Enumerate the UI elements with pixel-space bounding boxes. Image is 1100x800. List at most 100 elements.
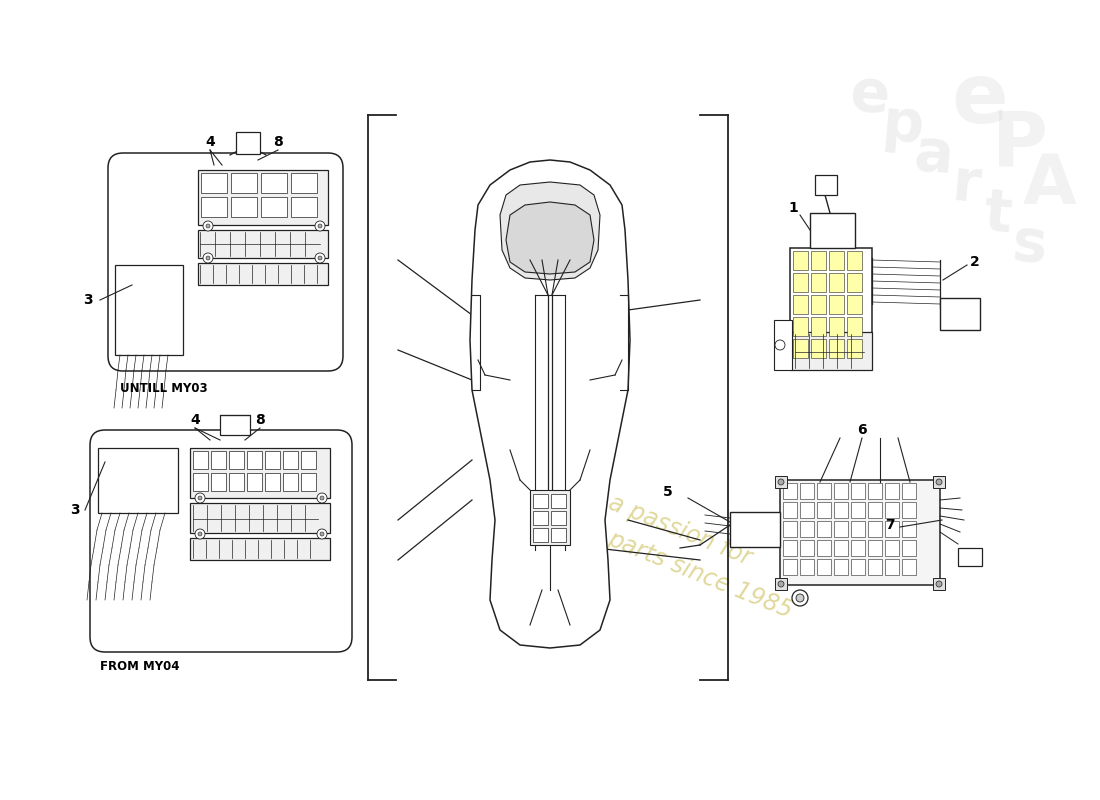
Text: parts since 1985: parts since 1985 — [604, 527, 796, 623]
Bar — [116, 265, 183, 355]
Bar — [793, 317, 808, 336]
Bar — [793, 339, 808, 358]
Bar — [783, 559, 798, 575]
Bar — [829, 317, 844, 336]
Circle shape — [778, 581, 784, 587]
Bar — [902, 540, 916, 556]
PathPatch shape — [470, 160, 630, 648]
Bar — [292, 197, 317, 217]
Circle shape — [318, 256, 322, 260]
Circle shape — [315, 253, 324, 263]
Bar — [190, 538, 330, 560]
Bar — [817, 483, 830, 499]
Bar — [800, 502, 814, 518]
Bar — [811, 273, 826, 292]
Bar — [851, 502, 865, 518]
Bar — [810, 213, 855, 248]
Circle shape — [317, 493, 327, 503]
Bar — [551, 528, 566, 542]
Text: 1: 1 — [788, 201, 798, 215]
Bar — [190, 503, 330, 533]
Bar — [780, 480, 940, 585]
Bar — [201, 197, 227, 217]
Circle shape — [206, 224, 210, 228]
Bar — [886, 483, 899, 499]
Bar — [201, 173, 227, 193]
Circle shape — [792, 590, 808, 606]
Bar — [261, 197, 287, 217]
Bar — [886, 559, 899, 575]
Text: A: A — [1023, 151, 1077, 218]
Bar — [817, 502, 830, 518]
Bar — [211, 451, 226, 469]
Bar — [783, 521, 798, 537]
Circle shape — [778, 479, 784, 485]
Text: 3: 3 — [70, 503, 80, 517]
Bar — [958, 548, 982, 566]
Circle shape — [206, 256, 210, 260]
Bar — [292, 173, 317, 193]
Bar — [265, 451, 280, 469]
Bar — [800, 540, 814, 556]
Text: p: p — [879, 94, 925, 155]
Bar — [229, 473, 244, 491]
Bar — [851, 540, 865, 556]
Bar — [815, 175, 837, 195]
Bar — [851, 521, 865, 537]
Bar — [783, 540, 798, 556]
Text: 3: 3 — [84, 293, 92, 307]
Bar — [851, 559, 865, 575]
Text: 2: 2 — [970, 255, 980, 269]
Text: a: a — [912, 125, 956, 185]
Bar — [534, 494, 548, 508]
Bar — [198, 170, 328, 225]
Bar — [551, 511, 566, 525]
Text: P: P — [992, 108, 1048, 182]
Bar — [902, 521, 916, 537]
Circle shape — [317, 529, 327, 539]
Bar — [811, 317, 826, 336]
Bar — [534, 511, 548, 525]
Bar — [793, 251, 808, 270]
Bar — [283, 451, 298, 469]
Bar — [829, 273, 844, 292]
PathPatch shape — [506, 202, 594, 274]
Bar — [248, 451, 262, 469]
Bar — [776, 578, 786, 590]
Bar — [811, 251, 826, 270]
Bar — [530, 490, 570, 545]
Bar — [933, 476, 945, 488]
Circle shape — [315, 221, 324, 231]
Text: e: e — [952, 59, 1009, 141]
Circle shape — [318, 224, 322, 228]
Bar — [211, 473, 226, 491]
Bar — [283, 473, 298, 491]
Bar — [776, 476, 786, 488]
Circle shape — [936, 581, 942, 587]
Bar — [868, 540, 882, 556]
Text: s: s — [1010, 215, 1049, 275]
Bar — [817, 559, 830, 575]
Text: r: r — [949, 155, 982, 214]
Circle shape — [195, 493, 205, 503]
Bar — [783, 502, 798, 518]
Bar — [829, 251, 844, 270]
Circle shape — [320, 496, 324, 500]
Bar — [834, 540, 848, 556]
PathPatch shape — [500, 182, 600, 280]
Text: 8: 8 — [255, 413, 265, 427]
Bar — [551, 494, 566, 508]
Bar — [793, 273, 808, 292]
Bar — [800, 483, 814, 499]
FancyBboxPatch shape — [90, 430, 352, 652]
Text: t: t — [981, 186, 1014, 245]
Bar — [783, 483, 798, 499]
Text: a passion for: a passion for — [605, 490, 755, 570]
Bar — [829, 295, 844, 314]
Circle shape — [320, 532, 324, 536]
Bar — [534, 528, 548, 542]
Bar — [229, 451, 244, 469]
Bar — [190, 448, 330, 498]
Text: e: e — [848, 65, 892, 125]
Bar — [192, 451, 208, 469]
